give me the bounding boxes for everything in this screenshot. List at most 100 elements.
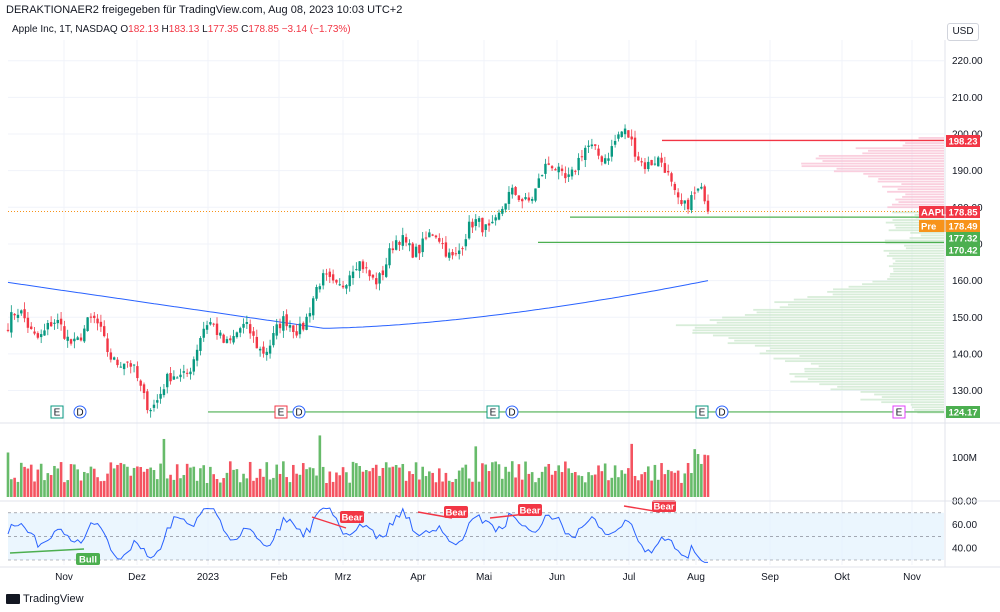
currency-button[interactable]: USD (947, 23, 979, 41)
volume-profile-bar (905, 247, 944, 250)
price-tick-label: 140.00 (952, 349, 983, 360)
volume-profile-bar (759, 352, 944, 355)
candle-body (587, 145, 590, 147)
price-tag-symbol: AAPL (921, 208, 947, 219)
volume-bar (547, 463, 551, 497)
candle-body (693, 192, 696, 194)
volume-profile-bar (897, 188, 944, 191)
close-value: 178.85 (248, 24, 279, 35)
volume-bar (16, 481, 20, 497)
volume-bar (53, 465, 56, 497)
volume-bar (169, 474, 172, 497)
volume-profile-bar (692, 332, 944, 334)
volume-bar (597, 465, 600, 497)
candle-body (603, 158, 607, 164)
candle-body (441, 243, 444, 245)
candle-body (467, 221, 471, 239)
volume-profile-bar (830, 388, 944, 391)
volume-bar (391, 466, 395, 497)
low-label: L (202, 24, 208, 35)
candle-body (321, 273, 325, 286)
volume-bar (501, 478, 504, 497)
volume-bar (600, 471, 604, 497)
candle-body (222, 334, 225, 343)
volume-bar (10, 479, 13, 497)
dividend-marker (73, 405, 87, 419)
candle-body (577, 157, 580, 171)
rsi-divergence-line (9, 548, 85, 554)
volume-bar (560, 472, 564, 497)
volume-bar (676, 470, 680, 497)
volume-profile-bar (728, 337, 944, 339)
candle-body (166, 373, 169, 388)
volume-bar (202, 465, 206, 497)
volume-bar (39, 463, 43, 497)
volume-profile-bar (734, 339, 944, 342)
volume-bar (232, 469, 235, 497)
volume-bars (6, 435, 710, 497)
volume-bar (607, 480, 610, 497)
candle-body (700, 186, 703, 189)
volume-profile-bar (889, 275, 944, 278)
candle-body (202, 328, 205, 338)
volume-bar (686, 462, 690, 497)
candle-body (36, 333, 40, 338)
rsi-signal-marker (652, 500, 676, 512)
dividend-label: D (76, 408, 83, 419)
candle-body (637, 156, 640, 161)
volume-profile-bar (807, 296, 944, 298)
candle-body (633, 137, 637, 157)
candle-body (79, 337, 83, 341)
volume-profile-bar (868, 175, 944, 178)
volume-bar (106, 473, 109, 497)
volume-bar (507, 471, 511, 497)
candle-body (312, 298, 315, 316)
candle-body (10, 312, 13, 333)
candle-body (295, 331, 298, 336)
volume-bar (63, 482, 66, 497)
volume-bar (189, 467, 192, 497)
candle-body (584, 147, 587, 160)
candle-body (331, 274, 335, 281)
volume-bar (215, 478, 219, 497)
volume-profile-bar (801, 165, 944, 168)
price-tag (946, 244, 980, 256)
price-tag-symbol: Pre (921, 222, 936, 233)
candle-body (255, 336, 259, 349)
candle-body (239, 328, 242, 333)
candle-body (119, 366, 122, 368)
candle-body (73, 338, 76, 342)
candle-body (517, 195, 521, 201)
candle-body (212, 323, 215, 325)
volume-bar (494, 461, 497, 497)
high-label: H (161, 24, 169, 35)
candle-body (574, 170, 577, 172)
volume-profile-bar (887, 190, 944, 193)
candle-body (318, 286, 322, 290)
volume-bar (278, 473, 282, 497)
candle-body (142, 384, 146, 394)
volume-bar (225, 472, 229, 497)
volume-bar (394, 465, 398, 497)
candle-body (673, 183, 677, 191)
volume-profile-bar (753, 308, 944, 311)
candle-body (424, 237, 428, 239)
volume-bar (620, 470, 624, 497)
volume-bar (431, 472, 434, 497)
volume-profile-bar (774, 301, 944, 304)
price-tag (946, 206, 980, 218)
volume-profile-bar (779, 306, 944, 309)
volume-profile-bar (912, 406, 944, 409)
candle-body (109, 352, 113, 360)
volume-profile-bar (895, 260, 944, 262)
volume-profile-bar (918, 137, 944, 139)
volume-bar (179, 478, 182, 497)
candle-body (371, 274, 375, 278)
candle-body (106, 338, 109, 353)
volume-bar (79, 480, 83, 497)
price-tag (946, 135, 980, 147)
volume-bar (666, 469, 670, 497)
volume-bar (292, 464, 295, 497)
volume-bar (59, 462, 63, 497)
